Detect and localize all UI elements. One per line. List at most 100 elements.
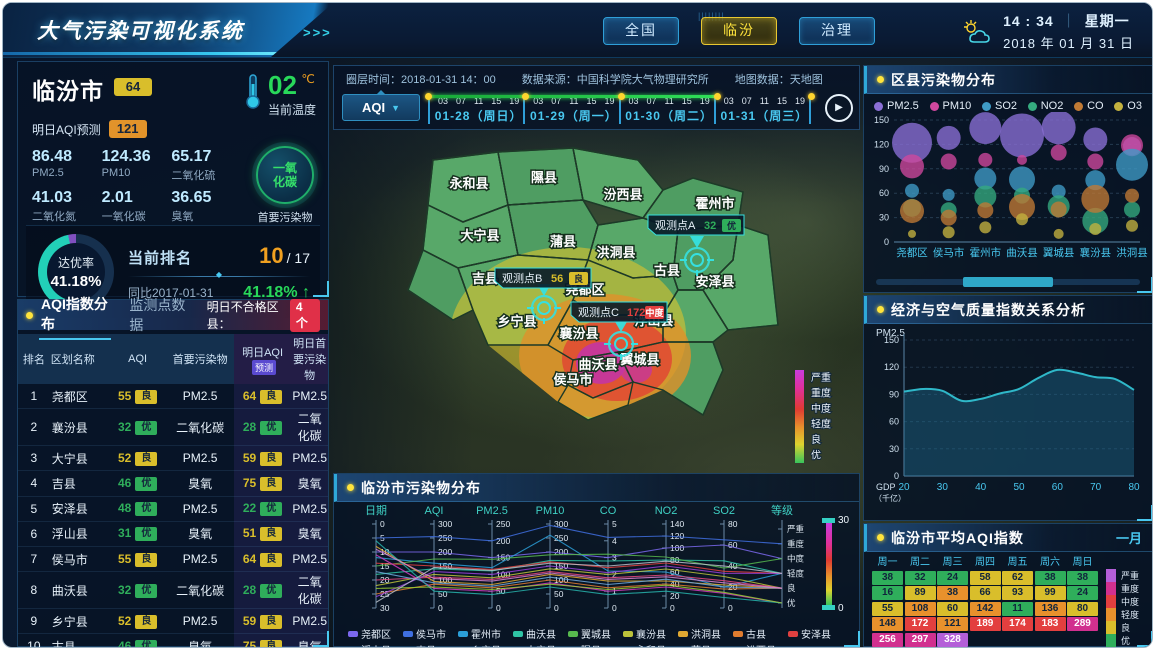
bubble-SO2-襄汾县[interactable]	[1085, 170, 1106, 191]
bubble-CO-洪洞县[interactable]	[1125, 188, 1139, 203]
tab-aqi-distribution[interactable]: AQI指数分布	[39, 290, 112, 340]
parallel-line-翼城县[interactable]	[375, 553, 783, 569]
bubble-O3-侯马市[interactable]	[942, 226, 955, 239]
bubble-CO-尧都区[interactable]	[900, 199, 924, 224]
table-row[interactable]: 3 大宁县 52 良 PM2.5 59 良 PM2.5	[18, 445, 328, 472]
legend-item-曲沃县[interactable]: 曲沃县	[513, 626, 568, 641]
nav-button-治理[interactable]: 治理	[799, 17, 875, 45]
bubble-NO2-襄汾县[interactable]	[1082, 207, 1109, 234]
legend-item-CO[interactable]: CO	[1074, 100, 1104, 112]
legend-item-侯马市[interactable]: 侯马市	[403, 626, 458, 641]
observation-marker-icon[interactable]	[604, 320, 638, 360]
legend-item-PM10[interactable]: PM10	[929, 100, 971, 112]
region-map[interactable]: 永和县隰县汾西县霍州市大宁县蒲县洪洞县古县安泽县吉县尧都区乡宁县襄汾县浮山县曲沃…	[333, 130, 858, 471]
parallel-line-侯马市[interactable]	[375, 524, 783, 545]
parallel-line-浮山县[interactable]	[375, 571, 783, 589]
table-row[interactable]: 7 侯马市 55 良 PM2.5 64 良 PM2.5	[18, 546, 328, 573]
bubble-O3-翼城县[interactable]	[1053, 228, 1064, 239]
legend-item-永和县[interactable]: 永和县	[623, 642, 678, 647]
bubble-O3-洪洞县[interactable]	[1126, 219, 1138, 232]
metric-select[interactable]: AQI ▼	[342, 94, 420, 121]
bubble-PM2.5-侯马市[interactable]	[936, 125, 961, 150]
calendar-month[interactable]: 一月	[1115, 531, 1142, 546]
bubble-PM10-霍州市[interactable]	[978, 152, 993, 167]
parallel-line-汾西县[interactable]	[375, 560, 783, 603]
parallel-line-曲沃县[interactable]	[375, 559, 783, 575]
bubble-PM2.5-翼城县[interactable]	[1041, 110, 1076, 145]
parallel-line-大宁县[interactable]	[375, 540, 783, 604]
legend-item-洪洞县[interactable]: 洪洞县	[678, 626, 733, 641]
timeline-day-segment[interactable]: 03 07 11 15 19 01-30（周二）	[618, 96, 714, 124]
table-row[interactable]: 9 乡宁县 52 良 PM2.5 59 良 PM2.5	[18, 608, 328, 635]
legend-item-大宁县[interactable]: 大宁县	[513, 642, 568, 647]
nav-button-全国[interactable]: 全国	[603, 17, 679, 45]
parallel-line-隰县[interactable]	[375, 571, 783, 589]
bubble-SO2-侯马市[interactable]	[942, 188, 955, 201]
timeline-day-segment[interactable]: 03 07 11 15 19 01-29（周一）	[523, 96, 618, 124]
table-row[interactable]: 4 吉县 46 优臭氧 75 良臭氧	[18, 470, 328, 497]
tab-monitoring-points[interactable]: 监测点数据	[129, 297, 186, 333]
table-row[interactable]: 6 浮山县 31 优臭氧 51 良臭氧	[18, 521, 328, 547]
nav-button-临汾[interactable]: 临汾	[701, 17, 777, 45]
legend-item-尧都区[interactable]: 尧都区	[348, 626, 403, 641]
parallel-line-乡宁县[interactable]	[375, 565, 783, 598]
bubble-PM2.5-曲沃县[interactable]	[1000, 113, 1044, 158]
bubble-PM10-翼城县[interactable]	[1050, 144, 1067, 161]
bubble-SO2-翼城县[interactable]	[1051, 184, 1066, 199]
parallel-line-蒲县[interactable]	[375, 548, 783, 589]
table-row[interactable]: 5 安泽县 48 优 PM2.5 22 优 PM2.5	[18, 496, 328, 522]
bubble-O3-霍州市[interactable]	[979, 221, 992, 234]
bubble-PM2.5-襄汾县[interactable]	[1083, 127, 1108, 152]
bubble-SO2-曲沃县[interactable]	[1009, 166, 1035, 193]
play-button[interactable]: ▶	[825, 93, 853, 122]
legend-item-隰县[interactable]: 隰县	[568, 642, 623, 647]
legend-item-SO2[interactable]: SO2	[981, 100, 1017, 112]
observation-callout[interactable]: 观测点A 32 优	[647, 214, 745, 236]
scrollbar-thumb[interactable]	[963, 277, 1053, 287]
legend-item-乡宁县[interactable]: 乡宁县	[458, 642, 513, 647]
legend-item-安泽县[interactable]: 安泽县	[788, 626, 843, 641]
bubble-PM10-曲沃县[interactable]	[1017, 154, 1027, 165]
table-row[interactable]: 2 襄汾县 32 优二氧化碳 28 优二氧化碳	[18, 408, 328, 447]
legend-item-汾西县[interactable]: 汾西县	[733, 642, 788, 647]
timeline-track[interactable]: 03 07 11 15 19 01-28（周日） 03 07 11 15 19 01-29（周一…	[425, 91, 815, 124]
bubble-SO2-洪洞县[interactable]	[1116, 148, 1148, 181]
parallel-line-古县[interactable]	[375, 579, 783, 595]
legend-item-PM2.5[interactable]: PM2.5	[874, 100, 919, 112]
bubble-NO2-洪洞县[interactable]	[1124, 201, 1140, 218]
bubble-PM10-侯马市[interactable]	[940, 153, 957, 170]
bubble-O3-曲沃县[interactable]	[1016, 213, 1028, 226]
parallel-line-洪洞县[interactable]	[375, 545, 783, 589]
legend-item-O3[interactable]: O3	[1114, 100, 1142, 112]
bubble-CO-侯马市[interactable]	[940, 209, 957, 226]
legend-item-霍州市[interactable]: 霍州市	[458, 626, 513, 641]
table-row[interactable]: 1 尧都区 55 良 PM2.5 64 良 PM2.5	[18, 384, 328, 410]
bubble-CO-曲沃县[interactable]	[1009, 194, 1035, 221]
legend-item-翼城县[interactable]: 翼城县	[568, 626, 623, 641]
observation-callout[interactable]: 观测点B 56 良	[494, 267, 592, 289]
bubble-CO-霍州市[interactable]	[977, 202, 994, 219]
parallel-line-尧都区[interactable]	[376, 544, 783, 560]
timeline-day-segment[interactable]: 03 07 11 15 19 01-31（周三）	[713, 96, 811, 124]
legend-item-浮山县[interactable]: 浮山县	[348, 642, 403, 647]
legend-item-蒲县[interactable]: 蒲县	[678, 642, 733, 647]
bubble-NO2-霍州市[interactable]	[974, 185, 997, 208]
bubble-SO2-霍州市[interactable]	[974, 167, 997, 190]
bubble-O3-襄汾县[interactable]	[1089, 222, 1102, 235]
bubble-PM2.5-霍州市[interactable]	[969, 112, 1002, 145]
bubble-O3-尧都区[interactable]	[908, 229, 916, 238]
bubble-PM10-襄汾县[interactable]	[1087, 153, 1104, 170]
bubble-SO2-尧都区[interactable]	[905, 183, 919, 198]
legend-item-吉县[interactable]: 吉县	[403, 642, 458, 647]
observation-marker-icon[interactable]	[680, 236, 714, 276]
parallel-line-襄汾县[interactable]	[375, 568, 783, 589]
legend-item-襄汾县[interactable]: 襄汾县	[623, 626, 678, 641]
observation-callout[interactable]: 观测点C 172 中度	[570, 301, 668, 323]
parallel-line-永和县[interactable]	[375, 583, 783, 604]
legend-item-NO2[interactable]: NO2	[1027, 100, 1063, 112]
bubble-PM10-尧都区[interactable]	[900, 154, 924, 179]
table-row[interactable]: 10 古县 46 优臭氧 75 良臭氧	[18, 633, 328, 647]
bubble-CO-襄汾县[interactable]	[1081, 184, 1110, 213]
timeline-day-segment[interactable]: 03 07 11 15 19 01-28（周日）	[428, 96, 523, 124]
bubble-PM2.5-尧都区[interactable]	[892, 122, 932, 163]
